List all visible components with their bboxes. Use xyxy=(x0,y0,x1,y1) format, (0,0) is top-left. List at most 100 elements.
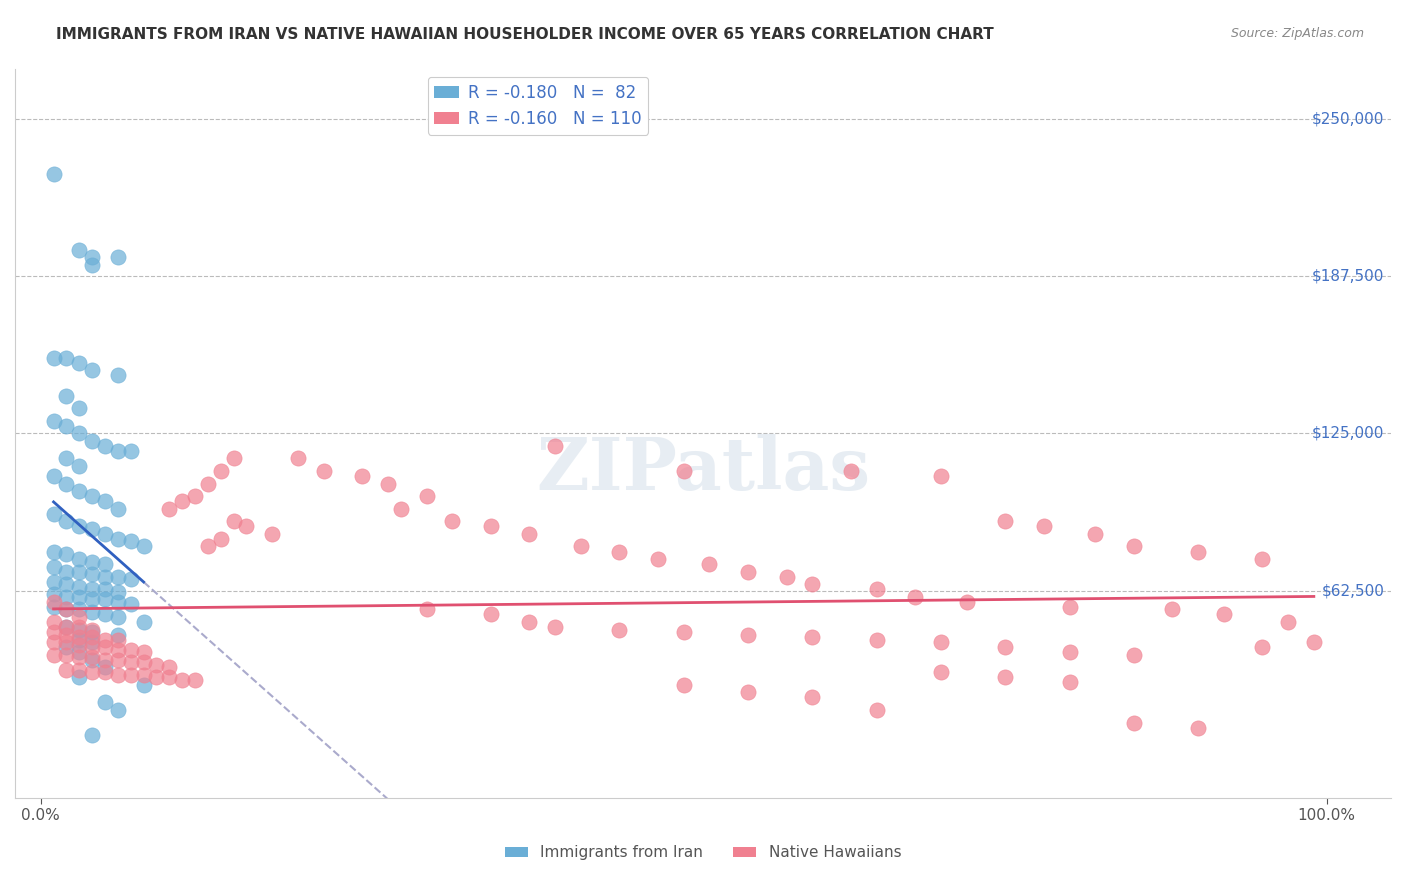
Point xyxy=(42,648,65,662)
Point xyxy=(479,519,502,533)
Point xyxy=(120,655,142,669)
Point xyxy=(55,640,77,654)
Point xyxy=(415,602,437,616)
Point xyxy=(67,663,90,677)
Point xyxy=(82,625,104,640)
Point xyxy=(1122,540,1144,554)
Point xyxy=(132,645,155,659)
Point xyxy=(172,494,194,508)
Point xyxy=(82,592,104,607)
Point xyxy=(544,439,567,453)
Point xyxy=(1187,544,1209,558)
Point xyxy=(67,356,90,370)
Point xyxy=(42,544,65,558)
Text: $250,000: $250,000 xyxy=(1312,112,1385,127)
Point xyxy=(132,540,155,554)
Point xyxy=(107,595,129,609)
Point xyxy=(120,598,142,612)
Point xyxy=(120,667,142,681)
Point xyxy=(42,625,65,640)
Point xyxy=(55,451,77,466)
Point xyxy=(67,650,90,665)
Point xyxy=(929,635,952,649)
Point xyxy=(157,670,180,684)
Point xyxy=(120,642,142,657)
Point xyxy=(197,476,219,491)
Point xyxy=(55,565,77,579)
Point xyxy=(42,599,65,614)
Legend: R = -0.180   N =  82, R = -0.160   N = 110: R = -0.180 N = 82, R = -0.160 N = 110 xyxy=(427,77,648,135)
Point xyxy=(1251,552,1274,566)
Point xyxy=(42,615,65,629)
Point xyxy=(262,527,284,541)
Point xyxy=(145,657,167,672)
Point xyxy=(82,555,104,569)
Point xyxy=(42,574,65,589)
Point xyxy=(801,577,824,591)
Point xyxy=(67,638,90,652)
Point xyxy=(67,610,90,624)
Point xyxy=(94,557,117,571)
Point xyxy=(94,696,117,710)
Point xyxy=(55,476,77,491)
Point xyxy=(120,572,142,586)
Point xyxy=(67,645,90,659)
Point xyxy=(647,552,669,566)
Point xyxy=(67,426,90,441)
Point xyxy=(94,653,117,667)
Point xyxy=(519,527,541,541)
Point xyxy=(55,635,77,649)
Point xyxy=(67,458,90,473)
Point xyxy=(67,552,90,566)
Point xyxy=(519,615,541,629)
Point xyxy=(67,565,90,579)
Point xyxy=(82,635,104,649)
Point xyxy=(82,728,104,742)
Point xyxy=(1122,648,1144,662)
Text: IMMIGRANTS FROM IRAN VS NATIVE HAWAIIAN HOUSEHOLDER INCOME OVER 65 YEARS CORRELA: IMMIGRANTS FROM IRAN VS NATIVE HAWAIIAN … xyxy=(56,27,994,42)
Point xyxy=(197,540,219,554)
Point xyxy=(82,258,104,272)
Point xyxy=(107,532,129,546)
Point xyxy=(865,582,887,597)
Point xyxy=(55,388,77,402)
Point xyxy=(1059,675,1081,690)
Point xyxy=(107,610,129,624)
Point xyxy=(42,587,65,601)
Point xyxy=(929,469,952,483)
Point xyxy=(1212,607,1234,622)
Point xyxy=(55,602,77,616)
Point xyxy=(209,464,232,478)
Point xyxy=(82,650,104,665)
Point xyxy=(312,464,335,478)
Point xyxy=(107,627,129,641)
Point xyxy=(865,703,887,717)
Point xyxy=(132,655,155,669)
Point xyxy=(67,632,90,647)
Point xyxy=(55,620,77,634)
Point xyxy=(287,451,309,466)
Point xyxy=(107,570,129,584)
Point xyxy=(42,414,65,428)
Point xyxy=(184,673,207,687)
Point xyxy=(107,653,129,667)
Point xyxy=(94,439,117,453)
Point xyxy=(67,401,90,416)
Point xyxy=(699,557,721,571)
Point xyxy=(609,623,631,637)
Point xyxy=(956,595,979,609)
Point xyxy=(94,632,117,647)
Point xyxy=(1032,519,1054,533)
Point xyxy=(67,519,90,533)
Point xyxy=(107,703,129,717)
Point xyxy=(67,670,90,684)
Point xyxy=(55,648,77,662)
Point xyxy=(235,519,257,533)
Point xyxy=(929,665,952,680)
Point xyxy=(55,577,77,591)
Point xyxy=(82,582,104,597)
Text: $125,000: $125,000 xyxy=(1312,425,1385,441)
Point xyxy=(82,623,104,637)
Point xyxy=(994,514,1017,528)
Point xyxy=(55,627,77,641)
